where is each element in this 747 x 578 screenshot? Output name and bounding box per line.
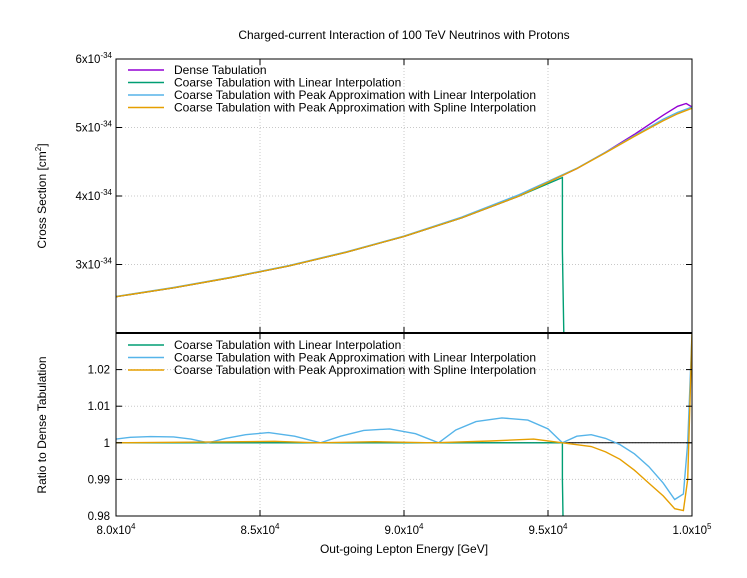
bottom-series-line [116,333,692,512]
top-series-line [116,176,565,333]
chart-title: Charged-current Interaction of 100 TeV N… [238,28,569,42]
top-y-axis-label: Cross Section [cm2] [34,143,49,248]
top-series-line [116,106,692,298]
y-tick-label: 1.02 [88,365,110,377]
y-tick-label: 1 [104,438,110,450]
y-tick-label: 0.98 [88,511,110,523]
legend-entry: Coarse Tabulation with Peak Approximatio… [174,363,536,377]
legend-entry: Dense Tabulation [174,63,267,77]
x-tick-label: 9.0x104 [385,522,425,537]
bottom-y-axis-label: Ratio to Dense Tabulation [35,356,49,493]
bottom-series-line [116,442,564,516]
legend-entry: Coarse Tabulation with Peak Approximatio… [174,88,536,102]
x-tick-label: 8.0x104 [97,522,137,537]
y-tick-label: 3x10-34 [76,257,113,272]
bottom-panel-series [116,333,692,516]
y-tick-label: 1.01 [88,401,110,413]
y-tick-label: 4x10-34 [76,188,113,203]
top-panel-series [116,102,692,333]
x-tick-label: 1.0x105 [673,522,713,537]
bottom-panel-legend: Coarse Tabulation with Linear Interpolat… [128,338,536,377]
x-tick-label: 9.5x104 [529,522,569,537]
legend-entry: Coarse Tabulation with Linear Interpolat… [174,76,401,90]
legend-entry: Coarse Tabulation with Peak Approximatio… [174,101,536,115]
x-axis-ticks: 8.0x104 8.5x104 9.0x104 9.5x104 1.0x105 [97,59,713,537]
y-tick-label: 6x10-34 [76,51,113,66]
y-tick-label: 0.99 [88,474,110,486]
x-tick-label: 8.5x104 [241,522,281,537]
bottom-panel-y-ticks: 0.98 0.99 1 1.01 1.02 [88,365,692,523]
top-panel-gridlines [116,59,692,333]
top-panel-y-ticks: 3x10-34 4x10-34 5x10-34 6x10-34 [76,51,692,272]
top-series-line [116,107,692,298]
legend-entry: Coarse Tabulation with Peak Approximatio… [174,351,536,365]
legend-entry: Coarse Tabulation with Linear Interpolat… [174,338,401,352]
y-tick-label: 5x10-34 [76,120,113,135]
x-axis-label: Out-going Lepton Energy [GeV] [320,542,488,556]
